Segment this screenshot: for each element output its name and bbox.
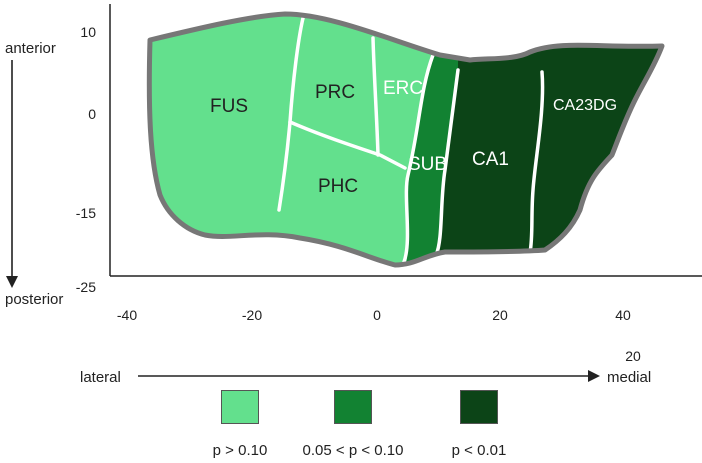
y-tick-label: 10 (80, 24, 96, 40)
lateral-label: lateral (80, 369, 121, 386)
legend-swatch (460, 390, 498, 424)
label-fus: FUS (210, 96, 248, 117)
label-ca23dg: CA23DG (553, 97, 617, 114)
y-tick-label: -15 (76, 205, 96, 221)
label-sub: SUB (408, 154, 447, 175)
legend-swatch (334, 390, 372, 424)
x-tick-label: 0 (373, 307, 381, 323)
legend-label: p > 0.10 (212, 442, 268, 459)
y-tick-label: -25 (76, 279, 96, 295)
legend-label: p < 0.01 (451, 442, 507, 459)
label-erc: ERC (383, 78, 423, 99)
region-outline (146, 11, 665, 268)
arrow-down-icon (6, 276, 18, 288)
x-tick-label: 20 (492, 307, 508, 323)
x-tick-label: -40 (117, 307, 137, 323)
label-phc: PHC (318, 176, 358, 197)
legend-item-medium: 0.05 < p < 0.10 (288, 390, 418, 459)
erc-sub-divider (402, 53, 435, 264)
arrow-right-icon (588, 370, 600, 382)
sub-ca1-divider (434, 68, 460, 257)
legend-item-dark: p < 0.01 (414, 390, 544, 459)
legend-swatch (221, 390, 259, 424)
label-prc: PRC (315, 82, 355, 103)
anterior-label: anterior (5, 40, 56, 57)
medial-label: medial (607, 369, 651, 386)
x-tick-label: -20 (242, 307, 262, 323)
ca-region (436, 14, 663, 265)
x-extra-tick-label: 20 (625, 348, 641, 364)
ca1-ca23dg-divider (528, 70, 545, 254)
y-tick-label: 0 (88, 106, 96, 122)
x-tick-label: 40 (615, 307, 631, 323)
prc-erc-divider (371, 36, 380, 157)
legend-item-light: p > 0.10 (175, 390, 305, 459)
label-ca1: CA1 (472, 149, 509, 170)
legend-label: 0.05 < p < 0.10 (302, 442, 404, 459)
posterior-label: posterior (5, 291, 63, 308)
